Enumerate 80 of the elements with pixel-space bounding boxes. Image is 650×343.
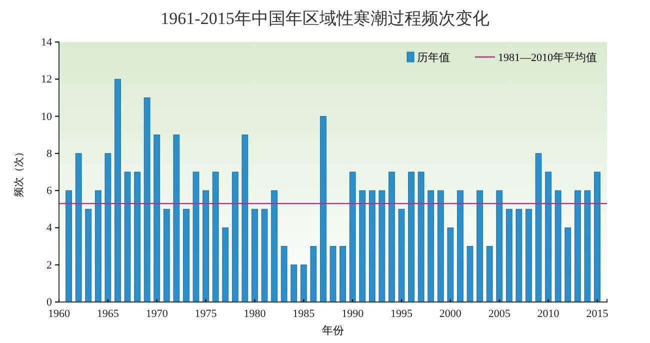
y-tick-label: 6 [46,185,52,198]
x-tick-label: 2010 [537,308,560,320]
bar [349,172,356,302]
x-tick-label: 1985 [292,308,316,320]
bar [144,97,150,302]
bar [408,172,414,302]
bar [584,190,591,302]
bar [271,190,278,302]
bar [535,153,542,302]
bar [574,190,581,302]
x-tick-label: 1970 [146,308,168,320]
bar [457,190,464,302]
bar [486,246,493,302]
bar [359,190,366,302]
x-tick-label: 1975 [194,308,218,320]
bar [173,134,180,302]
x-axis-title: 年份 [322,325,344,337]
bar [545,172,552,302]
bar [252,208,258,302]
bar [330,246,336,302]
y-tick-label: 4 [46,222,52,234]
x-tick-label: 2005 [488,308,511,320]
bar [242,134,248,302]
bar [154,134,160,302]
bar [114,78,121,302]
y-tick-label: 8 [46,148,52,160]
x-tick-label: 1960 [48,308,70,320]
bar [388,172,395,302]
y-tick-label: 10 [41,110,52,123]
bar [124,172,131,302]
bar [437,190,444,302]
bar [320,116,326,302]
bar [192,172,200,302]
x-tick-label: 2000 [439,308,462,320]
bar [261,208,268,302]
bar [447,227,454,302]
bar [554,190,562,302]
bar [134,172,140,302]
bar [183,208,190,302]
bar [280,246,288,302]
bar [75,153,82,302]
bar [564,227,572,302]
y-tick-label: 0 [46,296,52,309]
bar [300,264,307,302]
bar [163,208,170,302]
bar [368,190,376,302]
chart-title: 1961-2015年中国年区域性寒潮过程频次变化 [160,9,490,28]
bar [466,246,474,302]
bar [428,190,434,302]
bar [232,172,238,302]
bar [398,208,405,302]
bar [222,227,229,302]
bar [526,208,532,302]
bar [85,208,92,302]
bar [310,246,317,302]
bar [378,190,386,302]
x-tick-label: 1965 [96,308,120,320]
bar [506,208,512,302]
y-tick-label: 12 [41,74,52,86]
bar [496,190,503,302]
bar [418,172,424,302]
legend-label: 历年值 [417,52,450,64]
bar [94,190,102,302]
y-tick-label: 2 [46,259,52,272]
x-tick-label: 1980 [244,308,266,320]
bar [66,190,72,302]
bar [516,208,522,302]
bar [212,172,219,302]
legend-label: 1981—2010年平均值 [498,52,597,64]
x-tick-label: 1995 [390,308,413,320]
bar [594,172,600,302]
bar [340,246,346,302]
x-tick-label: 1990 [342,308,364,320]
bar [476,190,483,302]
y-tick-label: 14 [41,36,52,49]
bar [104,153,112,302]
bar [202,190,209,302]
y-axis-title: 频次（次） [13,147,25,197]
x-tick-label: 2015 [586,308,609,320]
bar [290,264,298,302]
